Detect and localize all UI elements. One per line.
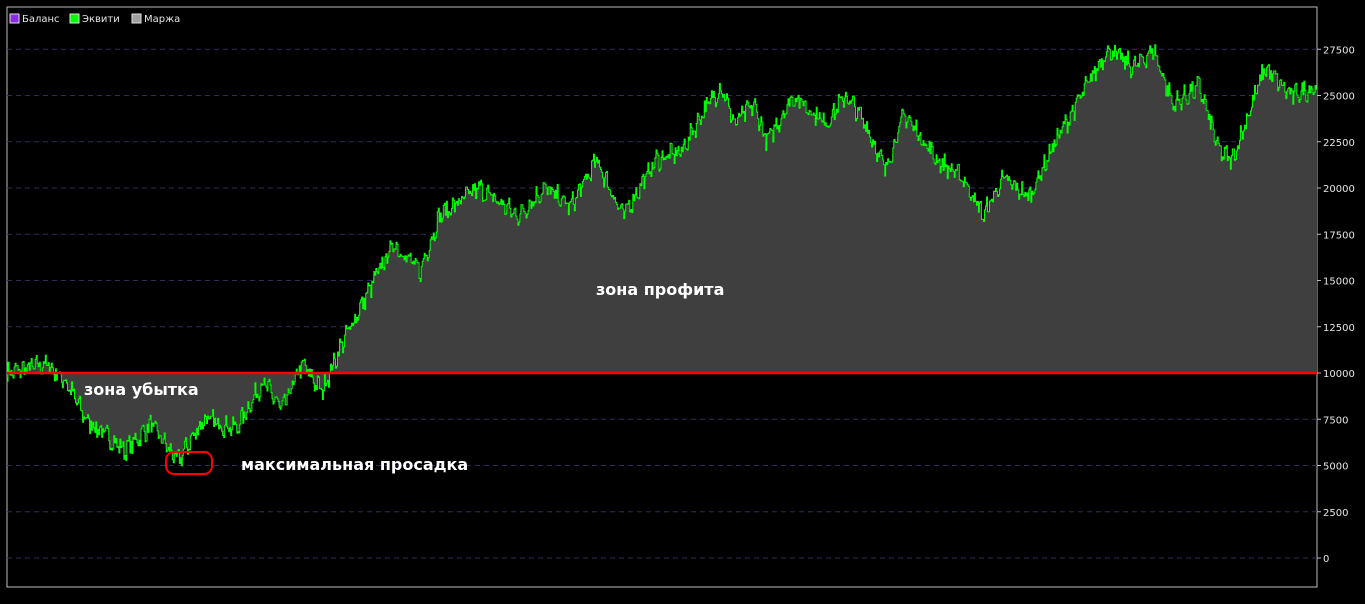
y-tick-label: 25000 [1323,92,1355,103]
equity-line-group [7,44,1318,467]
y-tick-label: 27500 [1323,45,1355,56]
y-tick-label: 0 [1323,554,1329,565]
max-drawdown-marker [165,451,213,475]
y-tick-label: 5000 [1323,462,1348,473]
legend-swatch-margin [131,13,142,24]
y-tick-label: 22500 [1323,138,1355,149]
y-tick-label: 20000 [1323,184,1355,195]
equity-area-fill [7,44,1317,466]
y-tick-label: 17500 [1323,230,1355,241]
legend-label-margin: Маржа [144,14,180,25]
annotation-max-drawdown: максимальная просадка [241,455,468,474]
y-tick-label: 2500 [1323,508,1348,519]
annotation-profit-zone: зона профита [596,280,724,299]
annotation-loss-zone: зона убытка [84,380,199,399]
y-tick-label: 15000 [1323,277,1355,288]
legend-label-equity: Эквити [82,14,120,25]
legend: Баланс Эквити Маржа [9,13,180,25]
legend-swatch-equity [69,13,80,24]
legend-swatch-balance [9,13,20,24]
y-axis: 0 2500 5000 7500 10000 12500 15000 17500 20000 22… [1317,45,1355,565]
y-tick-label: 7500 [1323,415,1348,426]
equity-area [7,44,1317,466]
equity-line [7,44,1318,467]
y-tick-label: 10000 [1323,369,1355,380]
legend-label-balance: Баланс [22,14,60,25]
y-tick-label: 12500 [1323,323,1355,334]
